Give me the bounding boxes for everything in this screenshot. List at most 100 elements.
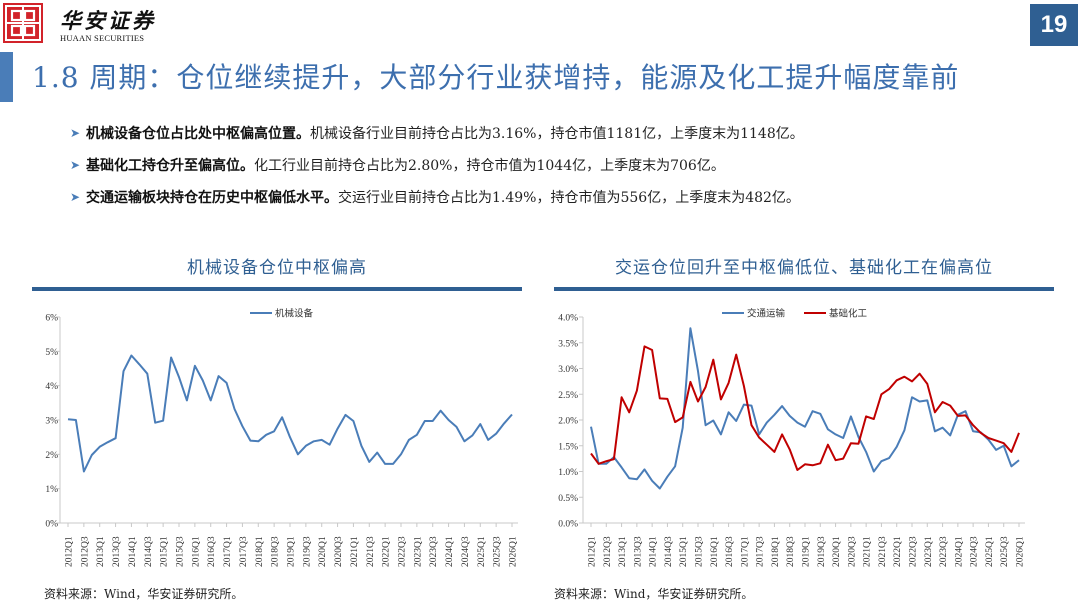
x-tick-label: 2016Q3 — [725, 536, 735, 567]
series-line — [590, 327, 1020, 490]
x-tick-label: 2021Q3 — [366, 536, 376, 567]
x-tick-label: 2013Q1 — [96, 536, 106, 567]
x-tick-label: 2025Q3 — [493, 536, 503, 567]
x-tick-label: 2015Q3 — [176, 536, 186, 567]
brand-name-cn: 华安证券 — [60, 8, 156, 33]
y-tick-label: 1.5% — [558, 442, 578, 452]
x-tick-label: 2012Q1 — [588, 536, 598, 567]
x-tick-label: 2023Q1 — [924, 536, 934, 567]
x-tick-label: 2022Q1 — [382, 536, 392, 567]
arrow-bullet-icon: ➤ — [70, 126, 81, 140]
y-tick-label: 3.5% — [558, 339, 578, 349]
x-tick-label: 2022Q3 — [398, 536, 408, 567]
arrow-bullet-icon: ➤ — [70, 158, 81, 172]
x-tick-label: 2026Q1 — [1016, 536, 1026, 567]
y-tick-label: 2% — [45, 451, 58, 461]
y-tick-label: 3% — [45, 417, 58, 427]
arrow-bullet-icon: ➤ — [70, 190, 81, 204]
x-tick-label: 2018Q3 — [271, 536, 281, 567]
chart-source: 资料来源：Wind，华安证券研究所。 — [44, 587, 244, 601]
x-tick-label: 2013Q3 — [633, 536, 643, 567]
chart-transport-chemicals: 交运仓位回升至中枢偏低位、基础化工在偏高位 0.0% 0.5% 1.0% 1.5% 2.… — [554, 255, 1054, 605]
x-tick-label: 2018Q1 — [255, 536, 265, 567]
x-tick-label: 2019Q1 — [287, 536, 297, 567]
chart-title: 交运仓位回升至中枢偏低位、基础化工在偏高位 — [615, 258, 993, 278]
y-tick-label: 0.5% — [558, 494, 578, 504]
y-tick-label: 5% — [45, 348, 58, 358]
brand-name-en: HUAAN SECURITIES — [60, 33, 145, 43]
x-tick-label: 2016Q1 — [191, 536, 201, 567]
x-tick-label: 2020Q3 — [847, 536, 857, 567]
x-tick-label: 2020Q1 — [318, 536, 328, 567]
x-tick-label: 2025Q3 — [1000, 536, 1010, 567]
bullet-heading: 机械设备仓位占比处中枢偏高位置。 — [86, 126, 310, 142]
y-tick-label: 0.0% — [558, 520, 578, 530]
x-tick-label: 2013Q1 — [618, 536, 628, 567]
x-tick-label: 2017Q1 — [740, 536, 750, 567]
x-tick-label: 2015Q3 — [695, 536, 705, 567]
huaan-logo — [3, 3, 43, 43]
x-tick-label: 2023Q3 — [939, 536, 949, 567]
y-tick-label: 4% — [45, 382, 58, 392]
y-tick-label: 2.0% — [558, 417, 578, 427]
x-tick-label: 2015Q1 — [679, 536, 689, 567]
x-tick-label: 2016Q3 — [207, 536, 217, 567]
y-tick-label: 1.0% — [558, 468, 578, 478]
x-tick-label: 2019Q1 — [802, 536, 812, 567]
legend-label: 交通运输 — [747, 308, 786, 320]
x-tick-label: 2012Q1 — [65, 536, 75, 567]
bullet-item: ➤ 基础化工持仓升至偏高位。 化工行业目前持仓占比为2.80%，持仓市值为104… — [70, 149, 1030, 181]
series-line — [590, 345, 1020, 471]
y-tick-label: 3.0% — [558, 365, 578, 375]
x-tick-label: 2022Q3 — [909, 536, 919, 567]
chart-machinery: 机械设备仓位中枢偏高 0% 1% 2% 3% 4% 5% 6% 2012Q1 2012Q3 201… — [32, 255, 522, 605]
bullet-item: ➤ 机械设备仓位占比处中枢偏高位置。 机械设备行业目前持仓占比为3.16%，持仓… — [70, 117, 1030, 149]
bullet-list: ➤ 机械设备仓位占比处中枢偏高位置。 机械设备行业目前持仓占比为3.16%，持仓… — [70, 117, 1030, 213]
y-tick-label: 4.0% — [558, 314, 578, 324]
legend-label: 机械设备 — [275, 308, 314, 320]
y-tick-label: 2.5% — [558, 391, 578, 401]
x-tick-label: 2024Q1 — [445, 536, 455, 567]
chart-title-rule — [554, 287, 1054, 291]
x-tick-label: 2014Q3 — [144, 536, 154, 567]
bullet-heading: 交通运输板块持仓在历史中枢偏低水平。 — [86, 190, 338, 206]
x-tick-label: 2021Q3 — [878, 536, 888, 567]
x-tick-label: 2018Q1 — [771, 536, 781, 567]
page-title: 1.8 周期：仓位继续提升，大部分行业获增持，能源及化工提升幅度靠前 — [32, 61, 960, 94]
y-tick-label: 0% — [45, 520, 58, 530]
x-tick-label: 2021Q1 — [350, 536, 360, 567]
x-tick-label: 2020Q1 — [832, 536, 842, 567]
x-tick-label: 2024Q3 — [461, 536, 471, 567]
x-tick-label: 2020Q3 — [334, 536, 344, 567]
x-tick-label: 2019Q3 — [302, 536, 312, 567]
x-tick-label: 2022Q1 — [893, 536, 903, 567]
y-tick-label: 6% — [45, 314, 58, 324]
x-tick-label: 2025Q1 — [477, 536, 487, 567]
x-tick-label: 2019Q3 — [817, 536, 827, 567]
x-tick-label: 2026Q1 — [509, 536, 519, 567]
x-tick-label: 2023Q3 — [429, 536, 439, 567]
bullet-item: ➤ 交通运输板块持仓在历史中枢偏低水平。 交运行业目前持仓占比为1.49%，持仓… — [70, 181, 1030, 213]
x-tick-label: 2024Q3 — [970, 536, 980, 567]
x-tick-label: 2016Q1 — [710, 536, 720, 567]
series-line — [67, 354, 513, 473]
bullet-text: 机械设备行业目前持仓占比为3.16%，持仓市值1181亿，上季度末为1148亿。 — [310, 126, 804, 142]
bullet-text: 化工行业目前持仓占比为2.80%，持仓市值为1044亿，上季度末为706亿。 — [254, 158, 725, 174]
legend-label: 基础化工 — [829, 308, 868, 320]
line-chart-transport-chemicals: 0.0% 0.5% 1.0% 1.5% 2.0% 2.5% 3.0% 3.5% 4.0% 2012… — [558, 308, 1026, 568]
bullet-heading: 基础化工持仓升至偏高位。 — [86, 158, 254, 174]
line-chart-machinery: 0% 1% 2% 3% 4% 5% 6% 2012Q1 2012Q3 2013Q1 2013Q3 20… — [45, 308, 519, 568]
x-tick-label: 2021Q1 — [863, 536, 873, 567]
x-tick-label: 2014Q3 — [664, 536, 674, 567]
chart-title: 机械设备仓位中枢偏高 — [187, 258, 367, 278]
chart-source: 资料来源：Wind，华安证券研究所。 — [554, 587, 754, 601]
title-accent-bar — [0, 52, 13, 102]
x-tick-label: 2024Q1 — [954, 536, 964, 567]
x-tick-label: 2017Q1 — [223, 536, 233, 567]
x-tick-label: 2017Q3 — [239, 536, 249, 567]
x-tick-label: 2012Q3 — [80, 536, 90, 567]
bullet-text: 交运行业目前持仓占比为1.49%，持仓市值为556亿，上季度末为482亿。 — [338, 190, 800, 206]
x-tick-label: 2018Q3 — [786, 536, 796, 567]
x-tick-label: 2013Q3 — [112, 536, 122, 567]
page-number-badge: 19 — [1030, 4, 1078, 46]
